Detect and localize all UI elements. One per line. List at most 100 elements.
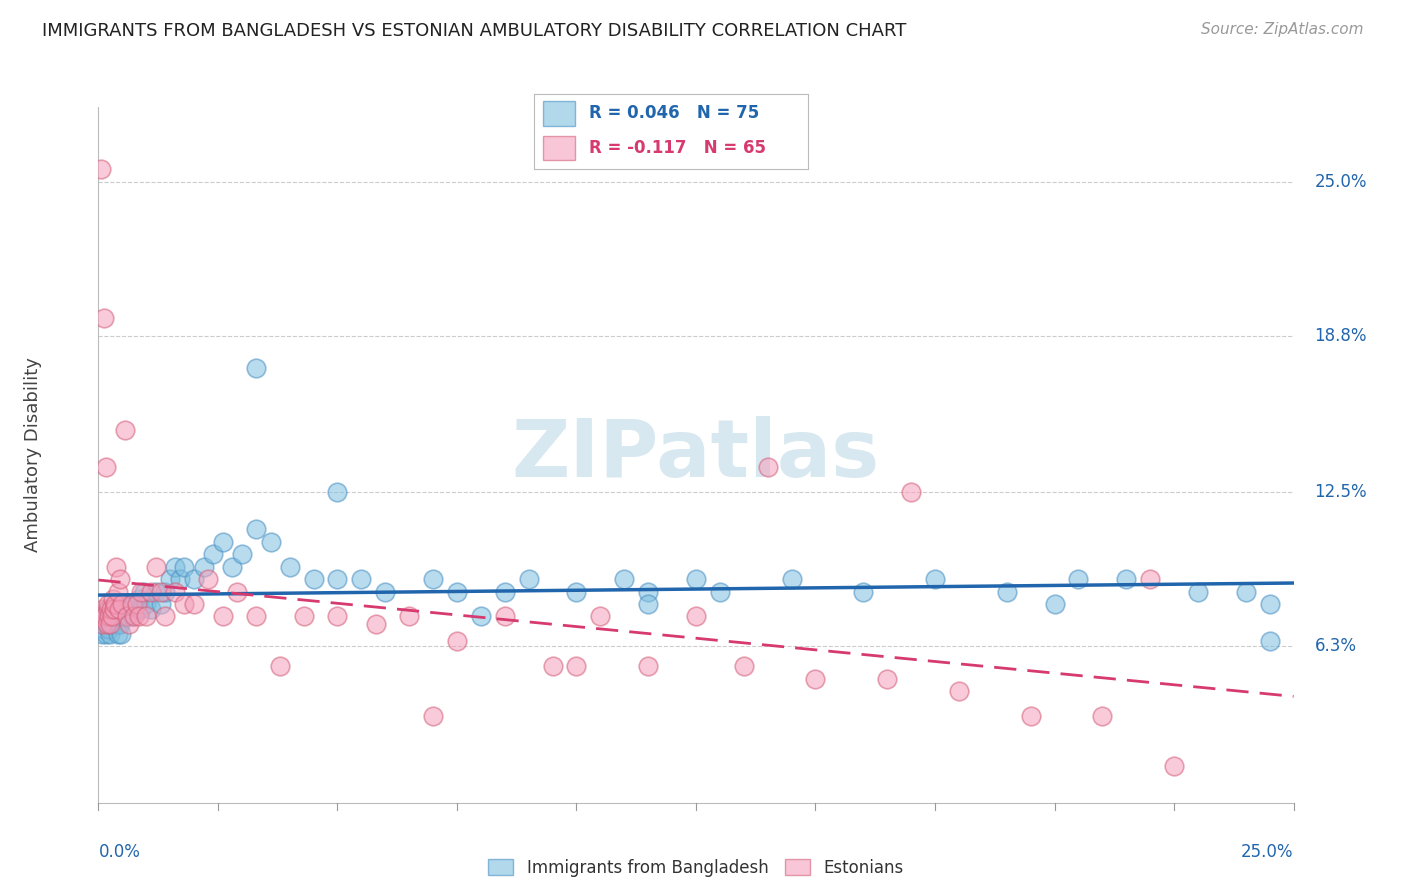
Point [93,311,115,326]
Point [173,559,195,574]
Point [125,597,148,611]
Point [89,609,111,624]
Point [91,616,114,631]
Point [1067,572,1090,586]
Point [114,423,136,437]
Point [637,584,659,599]
Point [278,559,301,574]
Point [107,609,129,624]
Point [259,535,281,549]
Point [115,609,138,624]
Point [94,460,117,475]
Point [115,609,138,624]
Point [124,597,146,611]
Point [159,572,181,586]
Point [517,572,540,586]
Point [149,584,172,599]
Point [637,597,659,611]
Point [350,572,373,586]
Point [211,609,233,624]
Text: 18.8%: 18.8% [1315,326,1367,344]
Point [97,597,120,611]
Point [302,572,325,586]
Point [128,592,150,607]
Point [876,672,898,686]
Point [94,627,117,641]
Point [1019,708,1042,723]
Point [613,572,636,586]
Point [121,597,143,611]
Point [111,609,134,624]
Point [709,584,731,599]
Point [108,616,131,631]
Point [221,559,243,574]
Point [269,659,291,673]
Point [364,616,387,631]
Point [446,584,468,599]
Point [231,547,253,561]
Point [90,162,112,177]
Point [202,547,225,561]
Point [900,485,922,500]
Point [1115,572,1137,586]
Point [98,627,122,641]
Point [155,609,177,624]
Point [96,616,118,631]
Point [135,597,157,611]
Point [114,602,136,616]
Point [541,659,564,673]
Point [1139,572,1161,586]
Point [118,616,141,631]
Point [125,602,148,616]
Point [93,622,115,636]
Point [96,616,118,631]
Point [139,584,162,599]
Point [1187,584,1209,599]
Text: R = -0.117   N = 65: R = -0.117 N = 65 [589,139,766,157]
Point [96,602,118,616]
Point [149,597,172,611]
Text: 6.3%: 6.3% [1315,637,1357,656]
Point [326,609,349,624]
Point [1258,634,1281,648]
Point [637,659,659,673]
Point [139,602,162,616]
Point [245,361,267,376]
Point [589,609,612,624]
Point [110,627,132,641]
Point [1043,597,1066,611]
Point [121,609,143,624]
Point [104,609,127,624]
Text: R = 0.046   N = 75: R = 0.046 N = 75 [589,104,759,122]
Point [107,627,129,641]
Point [97,602,120,616]
Text: 25.0%: 25.0% [1315,172,1367,191]
Point [163,584,186,599]
Text: Ambulatory Disability: Ambulatory Disability [24,358,42,552]
Point [422,572,444,586]
Point [422,708,444,723]
Point [245,523,267,537]
Point [103,592,125,607]
Point [565,584,588,599]
Point [131,584,153,599]
Point [97,622,120,636]
Point [924,572,946,586]
Point [90,616,112,631]
Point [103,602,125,616]
Point [105,616,128,631]
Point [145,559,167,574]
Point [93,609,115,624]
Text: 0.0%: 0.0% [98,843,141,861]
Point [90,627,112,641]
Point [183,572,205,586]
Point [107,584,129,599]
Point [145,584,167,599]
Point [91,602,114,616]
Point [118,597,141,611]
Point [132,584,155,599]
Point [565,659,588,673]
Bar [543,136,575,161]
Point [104,597,127,611]
Text: IMMIGRANTS FROM BANGLADESH VS ESTONIAN AMBULATORY DISABILITY CORRELATION CHART: IMMIGRANTS FROM BANGLADESH VS ESTONIAN A… [42,22,907,40]
